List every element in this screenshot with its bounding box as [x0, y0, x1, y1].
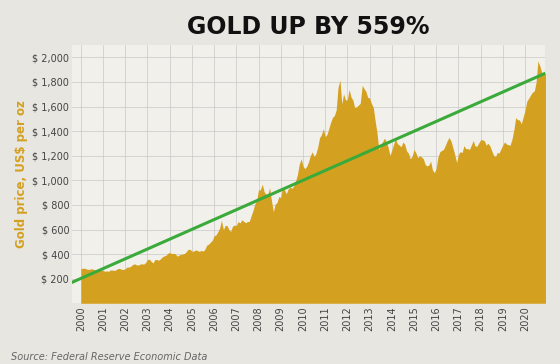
Y-axis label: Gold price, US$ per oz: Gold price, US$ per oz	[15, 100, 28, 248]
Title: GOLD UP BY 559%: GOLD UP BY 559%	[187, 15, 430, 39]
Text: Source: Federal Reserve Economic Data: Source: Federal Reserve Economic Data	[11, 352, 208, 362]
